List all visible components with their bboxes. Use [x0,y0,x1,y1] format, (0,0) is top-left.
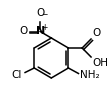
Text: O: O [19,27,27,37]
Text: O: O [36,9,44,19]
Text: OH: OH [92,58,108,68]
Text: +: + [41,23,47,32]
Text: Cl: Cl [12,71,22,80]
Text: −: − [41,10,47,19]
Text: NH₂: NH₂ [80,71,100,80]
Text: N: N [36,27,45,37]
Text: O: O [92,28,100,38]
